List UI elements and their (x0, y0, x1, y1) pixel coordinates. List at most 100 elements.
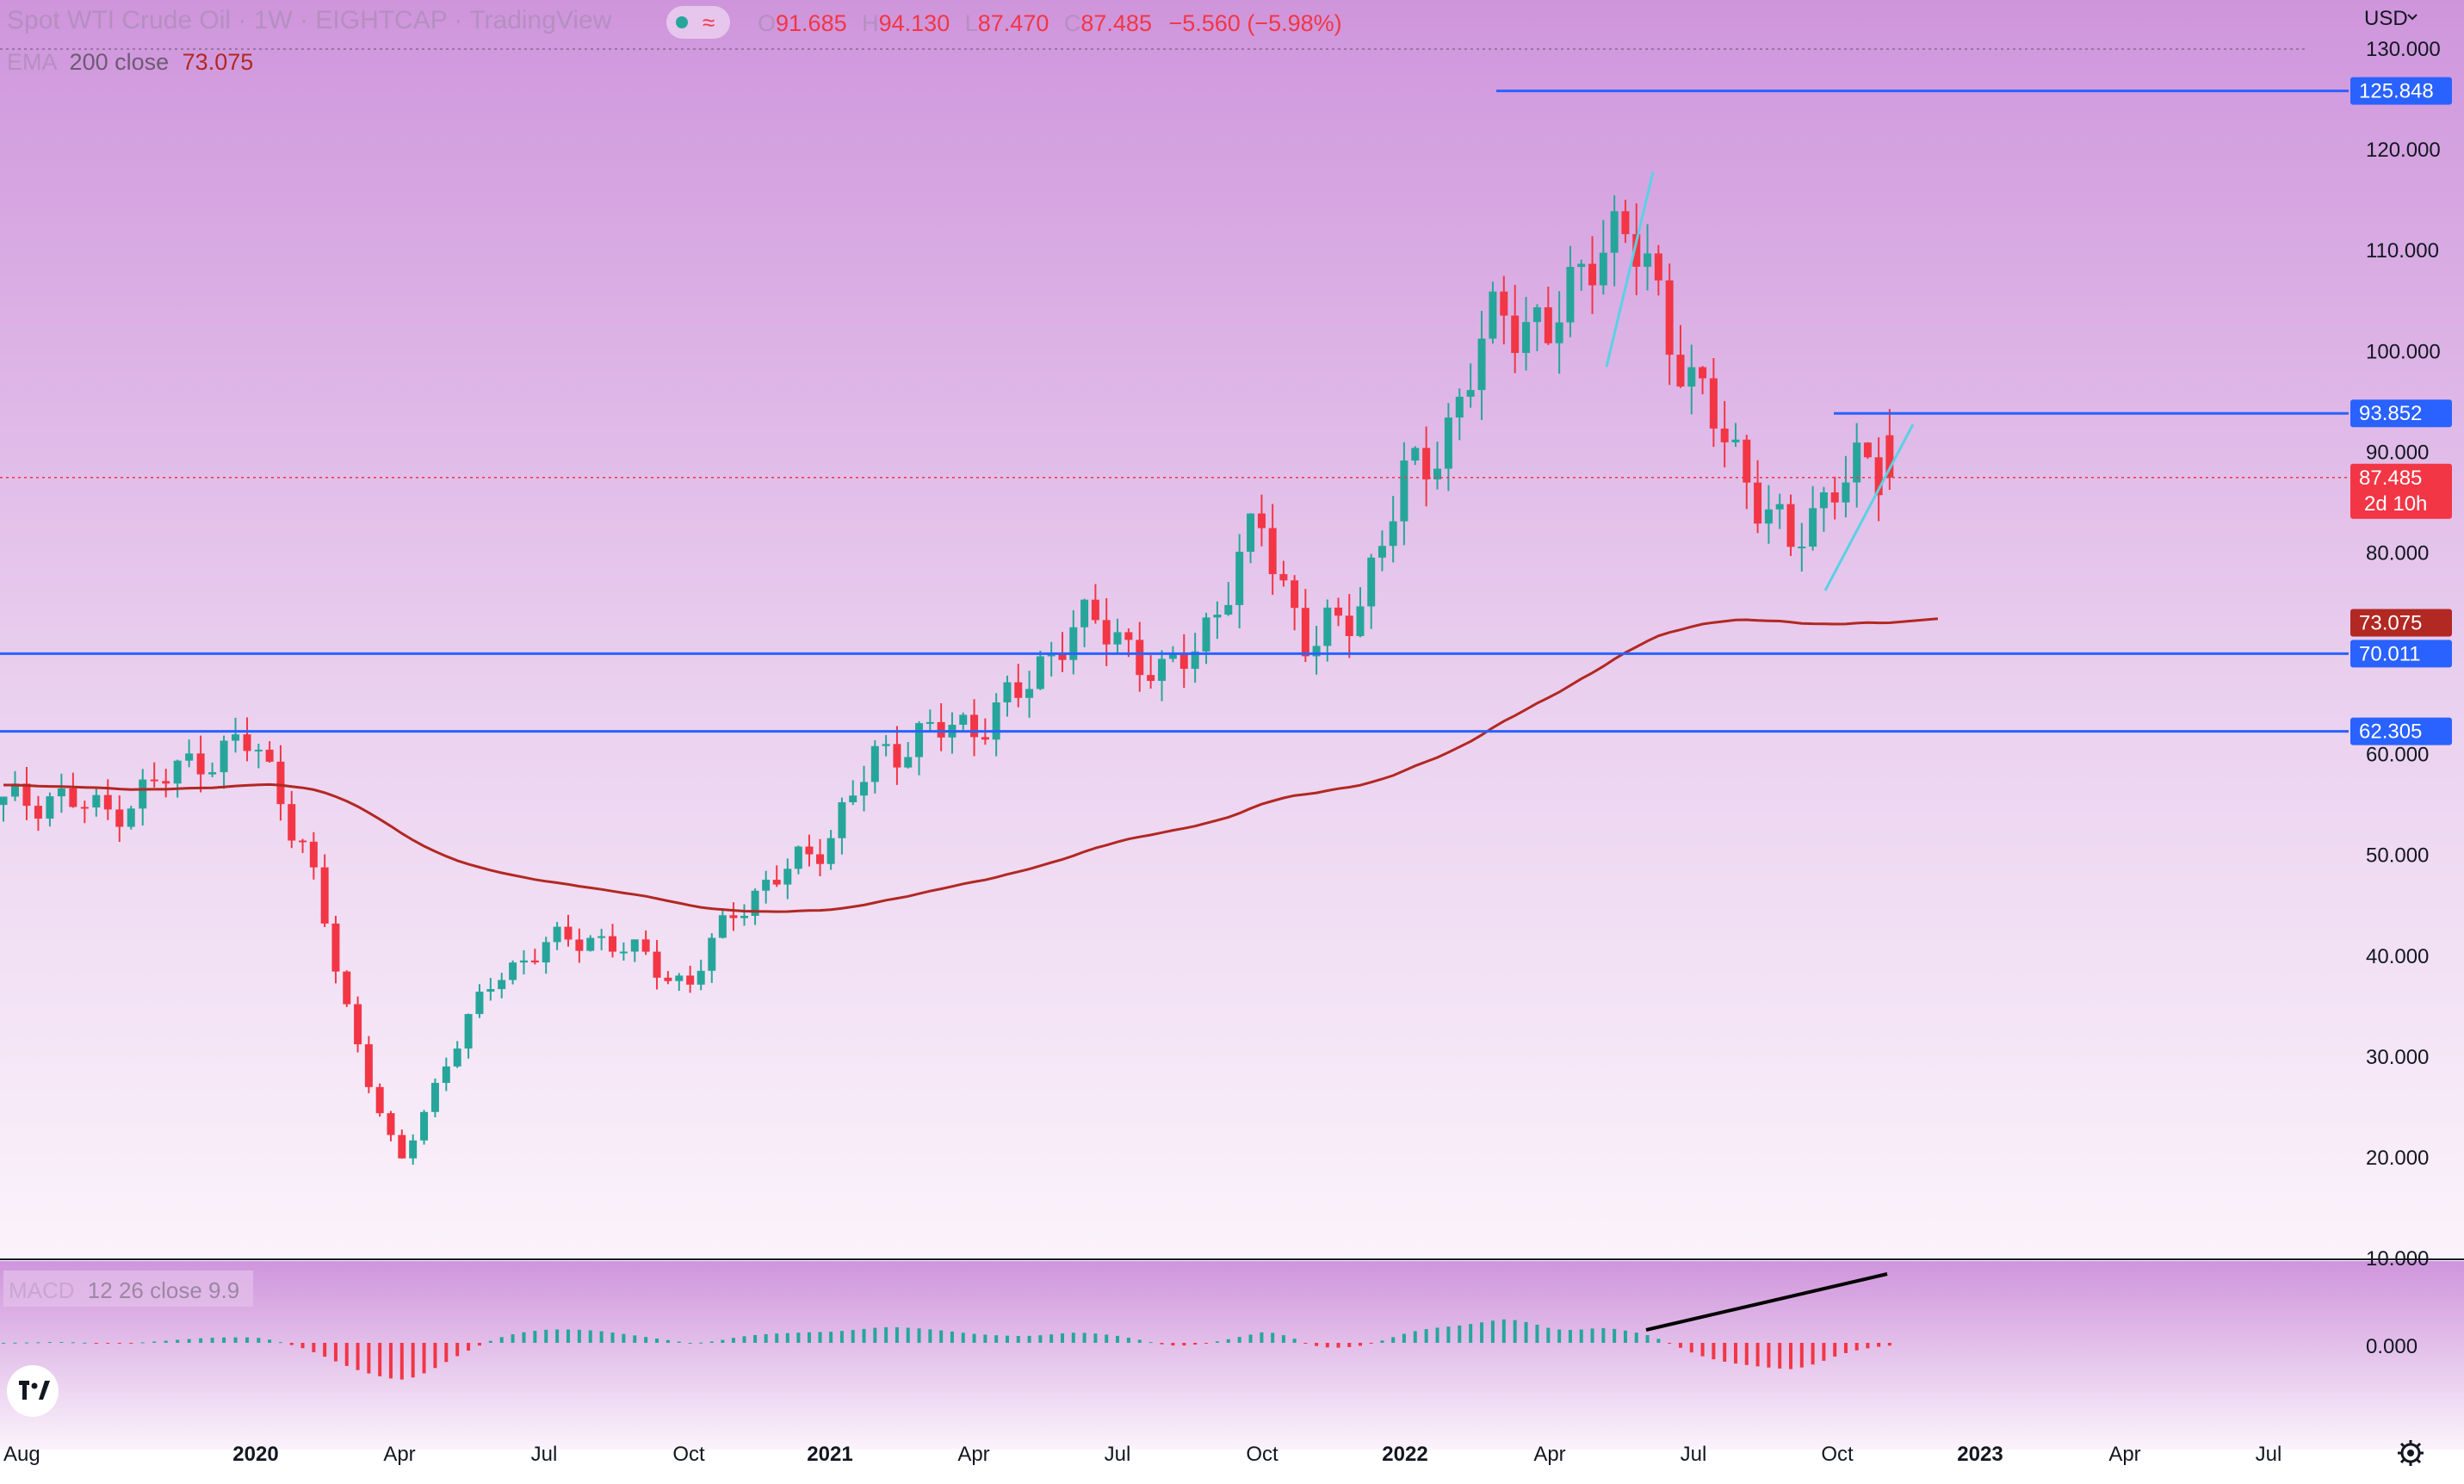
settings-gear-icon[interactable] (2398, 1440, 2424, 1466)
candle-body (1202, 617, 1210, 652)
macd-bar (829, 1332, 833, 1343)
macd-bar (164, 1340, 168, 1343)
candle (1069, 609, 1078, 675)
candle (794, 845, 802, 875)
candle (1809, 485, 1817, 551)
candle (597, 929, 606, 950)
candle-body (173, 760, 182, 784)
candle-body (442, 1066, 450, 1083)
legend-ema[interactable]: EMA 200 close 73.075 (7, 49, 253, 75)
legend-symbol-line[interactable]: Spot WTI Crude Oil · 1W · EIGHTCAP · Tra… (7, 6, 612, 34)
macd-bar (1490, 1320, 1495, 1343)
macd-bar (906, 1327, 910, 1343)
candle-body (1247, 513, 1255, 552)
candle-body (1291, 580, 1299, 609)
chevron-down-icon[interactable] (2407, 14, 2418, 21)
candle (22, 767, 31, 820)
candle (1058, 632, 1067, 672)
candle-body (970, 714, 979, 738)
candle-body (1069, 627, 1078, 660)
candle-body (10, 783, 19, 797)
price-axis-tick: 60.000 (2366, 744, 2429, 767)
macd-divergence-line[interactable] (1645, 1272, 1888, 1332)
macd-bar (356, 1343, 360, 1370)
candle-body (1003, 682, 1012, 702)
macd-bar (71, 1342, 75, 1344)
macd-bar (588, 1330, 592, 1343)
candle (320, 854, 329, 927)
candle (630, 939, 639, 962)
candle-body (937, 721, 945, 738)
macd-bar (1237, 1337, 1241, 1343)
price-tag (2350, 717, 2452, 745)
candle (1644, 224, 1652, 291)
ema-value: 73.075 (183, 49, 254, 75)
macd-histogram-layer (2, 1319, 1891, 1380)
candle-body (893, 744, 901, 768)
candle-body (453, 1048, 461, 1067)
candle (354, 996, 362, 1053)
candle (103, 779, 112, 820)
currency-label[interactable]: USD (2364, 7, 2408, 30)
time-axis-tick: 2022 (1382, 1443, 1427, 1466)
open-value: 91.685 (776, 10, 847, 36)
candle-body (575, 939, 584, 951)
time-axis-tick: 2023 (1957, 1443, 2003, 1466)
macd-bar (378, 1343, 382, 1376)
candle-body (57, 788, 65, 797)
candle (1588, 236, 1597, 314)
macd-bar (873, 1327, 877, 1343)
candle-body (619, 951, 628, 954)
candle-body (1522, 322, 1531, 354)
trendline-cyan-1[interactable] (1605, 171, 1655, 368)
candle (1775, 493, 1784, 529)
candle-body (92, 795, 101, 807)
trendline-cyan-2[interactable] (1823, 424, 1915, 591)
candle (530, 949, 539, 965)
candle-body (243, 734, 251, 751)
legend-macd[interactable]: MACD 12 26 close 9.9 (3, 1271, 253, 1307)
ema-200-line[interactable] (3, 617, 1939, 913)
macd-bar (477, 1343, 481, 1346)
macd-bar (1656, 1339, 1661, 1343)
price-axis[interactable]: 10.000 20.000 30.000 40.000 50.000 60.000 80.0… (2366, 38, 2441, 1271)
macd-bar (1126, 1338, 1130, 1343)
candle (1191, 633, 1199, 683)
candle-body (420, 1111, 429, 1141)
macd-bar (344, 1343, 349, 1366)
candle-body (1213, 615, 1222, 618)
candle (586, 935, 595, 952)
candle-body (1124, 632, 1133, 640)
candle (150, 762, 158, 788)
candle (1687, 344, 1696, 415)
candles-layer (0, 195, 1894, 1166)
candle-body (1312, 646, 1321, 657)
candle (430, 1078, 439, 1117)
legend-status-icons[interactable]: ≈ (666, 6, 730, 39)
candle-body (1874, 457, 1883, 496)
time-axis[interactable]: Aug 2020 Apr Jul Oct 2021 Apr Jul Oct 2022 Apr Jul O… (3, 1443, 2281, 1466)
macd-bar (939, 1330, 944, 1343)
price-tag-label: 70.011 (2359, 642, 2421, 665)
candle (805, 834, 814, 867)
candle (1356, 587, 1365, 638)
candle-body (1599, 252, 1607, 286)
candle (1743, 435, 1751, 510)
candle (992, 693, 1000, 757)
macd-bar (422, 1343, 426, 1374)
macd-bar (1712, 1343, 1716, 1360)
candle-body (0, 796, 8, 806)
macd-bar (129, 1343, 133, 1344)
candle-body (288, 804, 296, 841)
candle-body (309, 841, 318, 868)
candle (1477, 311, 1486, 421)
candle (173, 759, 182, 798)
candle (208, 762, 217, 778)
candle-body (1444, 417, 1452, 469)
low-label: L (965, 10, 978, 36)
macd-bar (1248, 1334, 1253, 1343)
macd-bar (1446, 1326, 1451, 1343)
macd-bar (1204, 1343, 1209, 1344)
tradingview-logo-icon[interactable] (7, 1365, 59, 1417)
